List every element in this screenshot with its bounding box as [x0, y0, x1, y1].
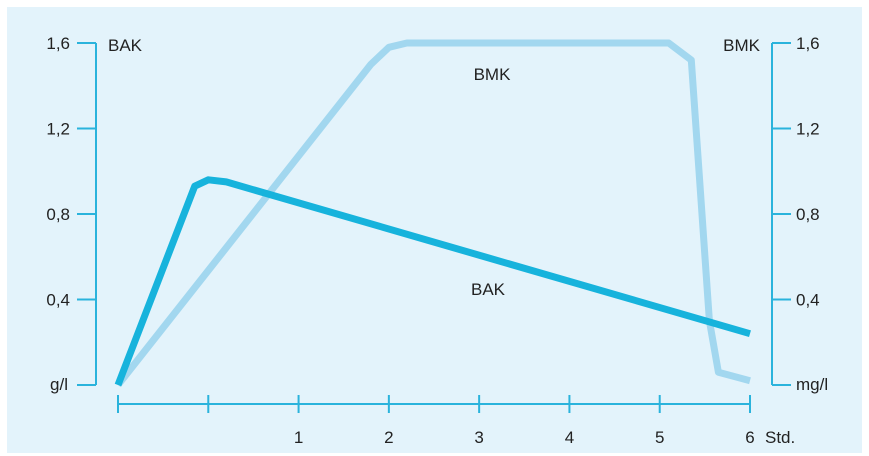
left-tick-label: 0,8 — [46, 205, 70, 224]
series-label-bmk: BMK — [474, 65, 512, 84]
left-tick-label: 1,2 — [46, 120, 70, 139]
chart-background — [7, 7, 862, 453]
left-tick-label: 0,4 — [46, 291, 70, 310]
x-axis: 1 2 3 4 5 6 Std. — [117, 395, 795, 447]
right-axis: BMK mg/l 0,4 0,8 1,2 1,6 — [723, 34, 828, 394]
x-tick-label: 3 — [474, 428, 483, 447]
x-tick-label: 2 — [384, 428, 393, 447]
right-tick-label: 1,2 — [796, 120, 820, 139]
x-axis-unit: Std. — [765, 428, 795, 447]
left-axis-title: BAK — [108, 36, 143, 55]
x-tick-label: 5 — [655, 428, 664, 447]
right-tick-label: 0,4 — [796, 291, 820, 310]
series-line-bak — [114, 176, 751, 387]
series-label-bak: BAK — [471, 280, 506, 299]
right-axis-unit: mg/l — [796, 375, 828, 394]
right-tick-label: 1,6 — [796, 34, 820, 53]
series-group: BMK BAK — [114, 39, 751, 388]
x-tick-label: 4 — [565, 428, 574, 447]
left-tick-label: 1,6 — [46, 34, 70, 53]
x-tick-label: 6 — [745, 428, 754, 447]
left-axis: BAK g/l 0,4 0,8 1,2 1,6 — [46, 34, 142, 394]
left-axis-unit: g/l — [50, 375, 68, 394]
right-tick-label: 0,8 — [796, 205, 820, 224]
x-tick-label: 1 — [294, 428, 303, 447]
series-line-bmk — [115, 39, 751, 388]
right-axis-title: BMK — [723, 36, 761, 55]
